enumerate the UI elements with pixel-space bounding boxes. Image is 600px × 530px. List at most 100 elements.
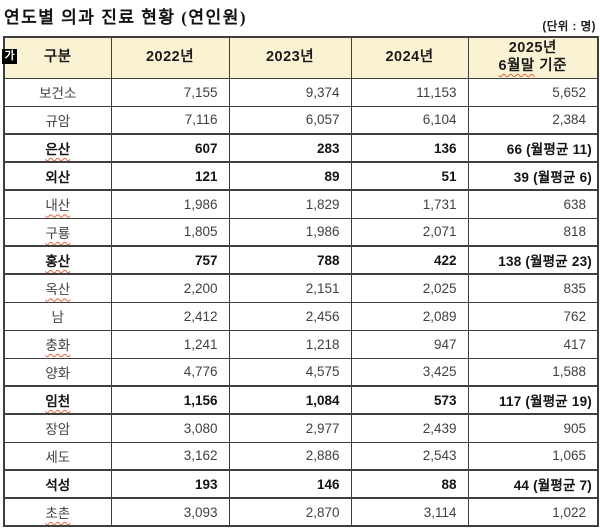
region-name-cell[interactable]: 양화 (3, 357, 112, 387)
value-cell[interactable]: 138 (월평균 23) (467, 245, 599, 275)
value-cell[interactable]: 2,089 (350, 301, 469, 331)
header-cell-2025[interactable]: 2025년 6월말 기준 (467, 36, 599, 79)
value-cell[interactable]: 121 (110, 161, 230, 191)
value-cell[interactable]: 1,986 (228, 217, 352, 247)
value-cell[interactable]: 89 (228, 161, 352, 191)
value-cell[interactable]: 4,776 (110, 357, 230, 387)
value-cell[interactable]: 3,114 (350, 497, 469, 527)
value-cell[interactable]: 2,412 (110, 301, 230, 331)
region-name-cell[interactable]: 세도 (3, 441, 112, 471)
region-name-cell[interactable]: 남 (3, 301, 112, 331)
value-cell[interactable]: 818 (467, 217, 599, 247)
value-cell[interactable]: 1,986 (110, 189, 230, 219)
region-name: 보건소 (39, 86, 77, 101)
value-cell[interactable]: 283 (228, 133, 352, 163)
region-name-cell[interactable]: 홍산 (3, 245, 112, 275)
value-cell[interactable]: 2,071 (350, 217, 469, 247)
value-cell[interactable]: 3,162 (110, 441, 230, 471)
value-cell[interactable]: 2,200 (110, 273, 230, 303)
value-cell[interactable]: 1,022 (467, 497, 599, 527)
table-row: 규암 7,116 6,057 6,104 2,384 (3, 105, 599, 135)
table-row: 내산 1,986 1,829 1,731 638 (3, 189, 599, 219)
header-cell-category[interactable]: 구분 (3, 36, 112, 79)
value-cell[interactable]: 146 (228, 469, 352, 499)
value-cell[interactable]: 1,218 (228, 329, 352, 359)
value-cell[interactable]: 2,439 (350, 413, 469, 443)
region-name-cell[interactable]: 옥산 (3, 273, 112, 303)
value-cell[interactable]: 947 (350, 329, 469, 359)
value-cell[interactable]: 4,575 (228, 357, 352, 387)
value-cell[interactable]: 573 (350, 385, 469, 415)
page-title: 연도별 의과 진료 현황 (연인원) (4, 8, 248, 27)
value-cell[interactable]: 1,156 (110, 385, 230, 415)
value-cell[interactable]: 3,425 (350, 357, 469, 387)
value-cell[interactable]: 1,065 (467, 441, 599, 471)
table-row: 홍산 757 788 422 138 (월평균 23) (3, 245, 599, 275)
value-cell[interactable]: 6,057 (228, 105, 352, 135)
value-cell[interactable]: 3,093 (110, 497, 230, 527)
region-name-cell[interactable]: 석성 (3, 469, 112, 499)
value-cell[interactable]: 51 (350, 161, 469, 191)
value-cell[interactable]: 788 (228, 245, 352, 275)
region-name-cell[interactable]: 외산 (3, 161, 112, 191)
value-cell[interactable]: 1,731 (350, 189, 469, 219)
region-name-cell[interactable]: 장암 (3, 413, 112, 443)
value-cell[interactable]: 136 (350, 133, 469, 163)
value-cell[interactable]: 2,025 (350, 273, 469, 303)
value-cell[interactable]: 9,374 (228, 77, 352, 107)
region-name-cell[interactable]: 초촌 (3, 497, 112, 527)
table-row: 보건소 7,155 9,374 11,153 5,652 (3, 77, 599, 107)
value-cell[interactable]: 1,241 (110, 329, 230, 359)
region-name-cell[interactable]: 규암 (3, 105, 112, 135)
value-cell[interactable]: 417 (467, 329, 599, 359)
region-name: 남 (51, 310, 64, 325)
region-name-cell[interactable]: 내산 (3, 189, 112, 219)
value-cell[interactable]: 193 (110, 469, 230, 499)
value-cell[interactable]: 757 (110, 245, 230, 275)
region-name-cell[interactable]: 임천 (3, 385, 112, 415)
header-cell-2022[interactable]: 2022년 (110, 36, 230, 79)
value-cell[interactable]: 905 (467, 413, 599, 443)
value-cell[interactable]: 2,886 (228, 441, 352, 471)
header-cell-2024[interactable]: 2024년 (350, 36, 469, 79)
value-cell[interactable]: 607 (110, 133, 230, 163)
value-cell[interactable]: 117 (월평균 19) (467, 385, 599, 415)
value-cell[interactable]: 3,080 (110, 413, 230, 443)
value-cell[interactable]: 2,456 (228, 301, 352, 331)
value-cell[interactable]: 2,543 (350, 441, 469, 471)
value-cell[interactable]: 2,151 (228, 273, 352, 303)
value-cell[interactable]: 1,805 (110, 217, 230, 247)
value-cell[interactable]: 1,588 (467, 357, 599, 387)
value-cell[interactable]: 762 (467, 301, 599, 331)
value-cell[interactable]: 6,104 (350, 105, 469, 135)
header-row: 구분 2022년 2023년 2024년 2025년 6월말 기준 (3, 36, 599, 79)
value-cell[interactable]: 422 (350, 245, 469, 275)
region-name-cell[interactable]: 보건소 (3, 77, 112, 107)
value-cell[interactable]: 88 (350, 469, 469, 499)
value-cell[interactable]: 835 (467, 273, 599, 303)
header-cell-2023[interactable]: 2023년 (228, 36, 352, 79)
value-cell[interactable]: 1,829 (228, 189, 352, 219)
table-row: 세도 3,162 2,886 2,543 1,065 (3, 441, 599, 471)
region-name-cell[interactable]: 구룡 (3, 217, 112, 247)
region-name-cell[interactable]: 충화 (3, 329, 112, 359)
region-name: 외산 (45, 170, 71, 185)
region-name-cell[interactable]: 은산 (3, 133, 112, 163)
value-cell[interactable]: 7,155 (110, 77, 230, 107)
value-cell[interactable]: 2,870 (228, 497, 352, 527)
value-cell[interactable]: 2,977 (228, 413, 352, 443)
value-cell[interactable]: 39 (월평균 6) (467, 161, 599, 191)
value-cell[interactable]: 638 (467, 189, 599, 219)
value-cell[interactable]: 66 (월평균 11) (467, 133, 599, 163)
value-cell[interactable]: 5,652 (467, 77, 599, 107)
region-name: 은산 (45, 142, 71, 157)
value-cell[interactable]: 7,116 (110, 105, 230, 135)
region-name: 임천 (45, 394, 71, 409)
value-cell[interactable]: 11,153 (350, 77, 469, 107)
value-cell[interactable]: 44 (월평균 7) (467, 469, 599, 499)
table-row: 은산 607 283 136 66 (월평균 11) (3, 133, 599, 163)
value-cell[interactable]: 2,384 (467, 105, 599, 135)
table-row: 옥산 2,200 2,151 2,025 835 (3, 273, 599, 303)
region-name: 충화 (45, 338, 71, 353)
value-cell[interactable]: 1,084 (228, 385, 352, 415)
